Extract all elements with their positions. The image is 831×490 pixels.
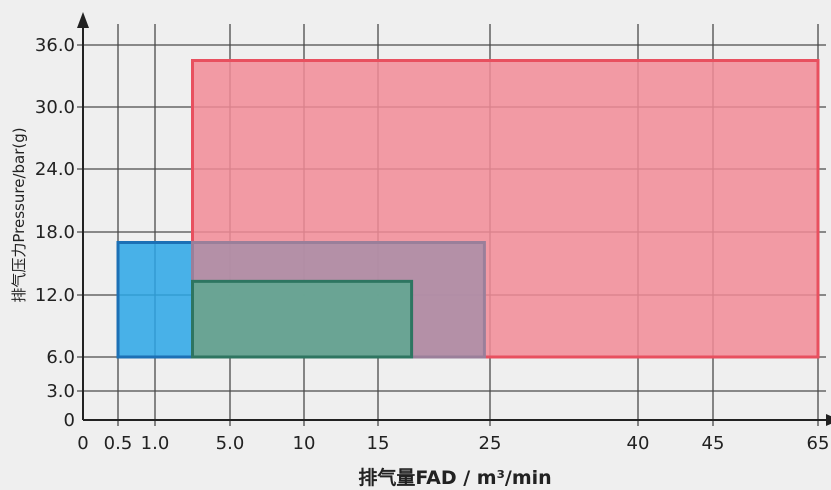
y-tick-labels: 0 3.0 6.0 12.0 18.0 24.0 30.0 36.0 — [35, 35, 75, 431]
x-tick-label: 5.0 — [216, 433, 245, 454]
x-tick-label: 10 — [293, 433, 316, 454]
y-tick-label: 24.0 — [35, 159, 75, 180]
x-tick-labels: 0 0.5 1.0 5.0 10 15 25 40 45 65 — [77, 433, 829, 454]
x-tick-label: 0.5 — [104, 433, 133, 454]
axes — [77, 12, 831, 426]
y-tick-label: 6.0 — [46, 347, 75, 368]
y-tick-label: 3.0 — [46, 381, 75, 402]
x-tick-label: 45 — [702, 433, 725, 454]
x-tick-label: 65 — [807, 433, 830, 454]
y-axis-arrow — [77, 12, 89, 28]
x-axis-arrow — [826, 414, 831, 426]
y-tick-label: 36.0 — [35, 35, 75, 56]
x-tick-label: 0 — [77, 433, 88, 454]
y-tick-label: 18.0 — [35, 222, 75, 243]
y-tick-label: 30.0 — [35, 97, 75, 118]
y-tick-label: 0 — [64, 410, 75, 431]
y-tick-label: 12.0 — [35, 285, 75, 306]
y-axis-label: 排气压力Pressure/bar(g) — [10, 127, 28, 302]
x-tick-label: 15 — [367, 433, 390, 454]
range-box — [191, 279, 414, 359]
x-axis-label: 排气量FAD / m³/min — [358, 466, 551, 489]
x-tick-label: 1.0 — [141, 433, 170, 454]
x-tick-label: 40 — [627, 433, 650, 454]
x-tick-label: 25 — [479, 433, 502, 454]
range-box — [116, 241, 194, 359]
range-boxes — [116, 59, 820, 359]
